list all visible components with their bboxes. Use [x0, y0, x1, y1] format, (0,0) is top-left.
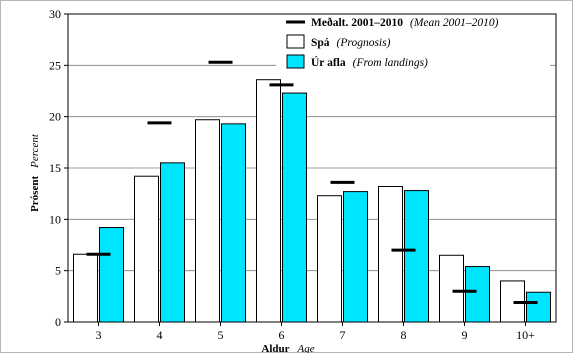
- bar-landings: [343, 191, 368, 323]
- bar-landings: [282, 92, 307, 323]
- bar-prognosis: [73, 253, 98, 323]
- y-axis-title-is: Prósent: [29, 176, 41, 212]
- legend-landings-name-en: (From landings): [353, 57, 428, 69]
- bar-prognosis: [378, 185, 403, 323]
- x-axis-title-en: Age: [297, 343, 315, 353]
- legend-background: [276, 15, 550, 73]
- bar-landings: [221, 123, 246, 323]
- y-tick-label: 25: [49, 58, 61, 72]
- x-tick-label: 6: [279, 328, 285, 342]
- y-axis-title: Prósent Percent: [25, 133, 42, 212]
- bars: [73, 79, 551, 323]
- bar-landings: [526, 291, 551, 323]
- x-tick-label: 10+: [516, 328, 535, 342]
- y-axis-title-en: Percent: [29, 133, 41, 169]
- x-tick-label: 7: [340, 328, 346, 342]
- legend-mean-name-en: (Mean 2001–2010): [410, 17, 499, 29]
- legend-landings-swatch: [286, 54, 305, 69]
- x-tick-label: 5: [218, 328, 224, 342]
- legend-prognosis-swatch: [286, 34, 305, 49]
- x-axis-title: Aldur Age: [261, 339, 314, 353]
- legend-mean-name: Meðalt. 2001–2010: [311, 16, 403, 29]
- y-tick-label: 5: [55, 264, 61, 278]
- y-tick-label: 0: [55, 315, 61, 329]
- legend-prognosis-name-en: (Prognosis): [337, 37, 391, 49]
- bar-prognosis: [195, 119, 220, 323]
- bar-prognosis: [317, 195, 342, 323]
- x-tick-labels: 3 4 5 6 7 8 9 10+: [96, 322, 535, 342]
- legend-landings-name: Úr afla: [311, 55, 346, 69]
- y-tick-label: 20: [49, 110, 61, 124]
- bar-landings: [99, 227, 124, 323]
- legend: Meðalt. 2001–2010 (Mean 2001–2010) Spá (…: [276, 13, 550, 73]
- mean-markers: [86, 60, 538, 304]
- bar-landings: [404, 190, 429, 323]
- bar-landings: [465, 266, 490, 323]
- bar-prognosis: [256, 79, 281, 323]
- y-tick-label: 30: [49, 7, 61, 21]
- y-tick-label: 15: [49, 161, 61, 175]
- x-tick-label: 9: [462, 328, 468, 342]
- legend-mean-label: Meðalt. 2001–2010 (Mean 2001–2010): [311, 13, 499, 30]
- y-tick-labels: 0 5 10 15 20 25 30: [49, 7, 68, 329]
- legend-prognosis-label: Spá (Prognosis): [311, 33, 391, 50]
- y-tick-label: 10: [49, 212, 61, 226]
- x-tick-label: 4: [157, 328, 163, 342]
- x-axis-title-is: Aldur: [261, 343, 289, 353]
- bar-landings: [160, 162, 185, 323]
- bar-prognosis: [134, 175, 159, 323]
- x-tick-label: 8: [401, 328, 407, 342]
- bar-prognosis: [439, 254, 464, 323]
- legend-prognosis-name: Spá: [311, 37, 330, 49]
- x-tick-label: 3: [96, 328, 102, 342]
- legend-landings-label: Úr afla (From landings): [311, 53, 428, 70]
